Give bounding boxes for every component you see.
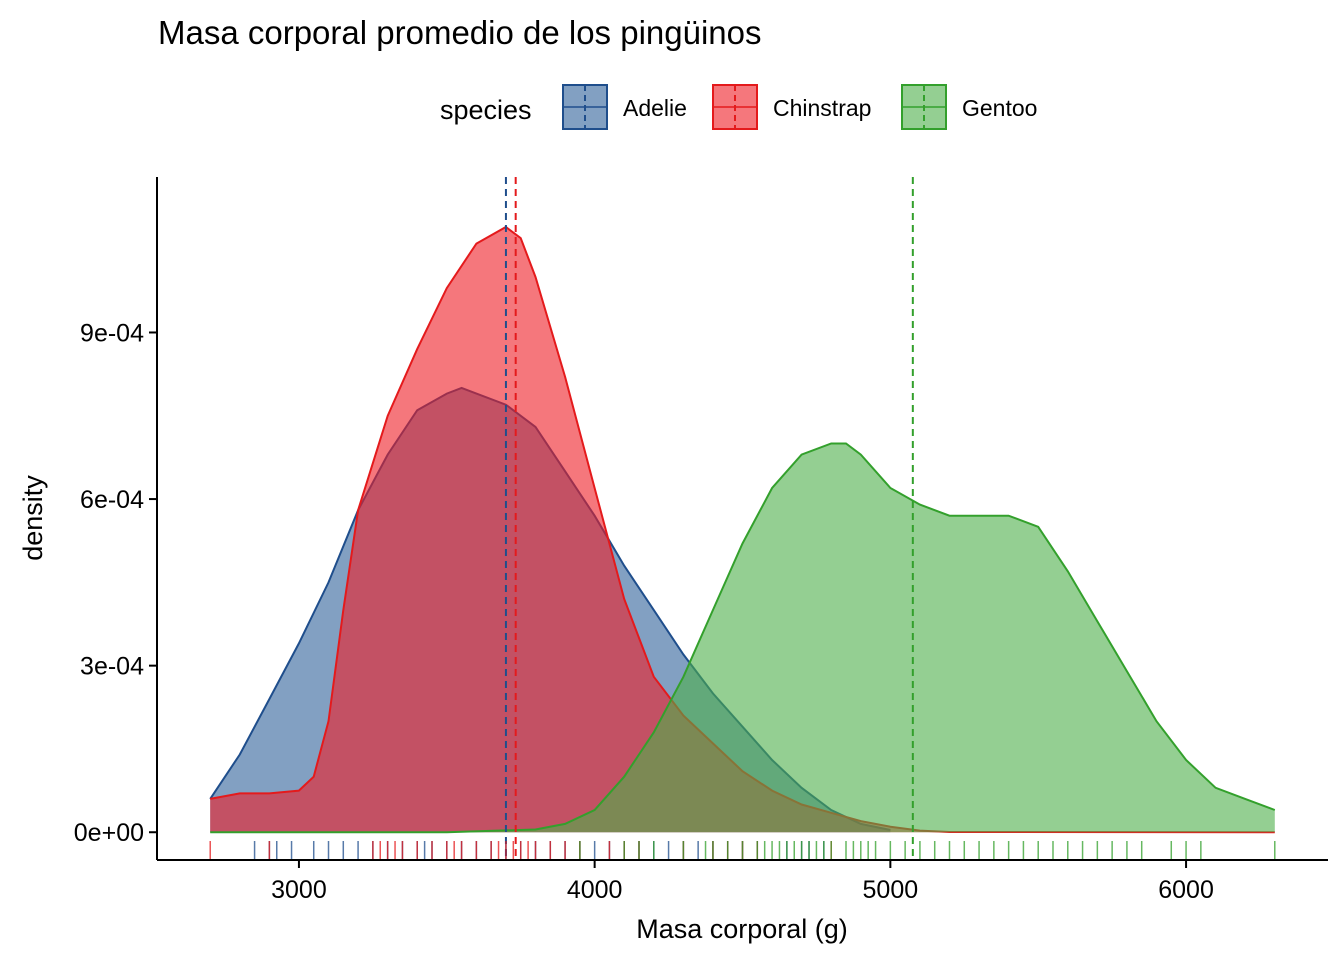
legend-item-adelie: Adelie xyxy=(562,84,687,130)
legend-label-chinstrap: Chinstrap xyxy=(773,95,871,121)
legend-label-gentoo: Gentoo xyxy=(962,95,1037,121)
rug-marks xyxy=(209,841,1276,859)
x-tick-label: 5000 xyxy=(863,876,919,904)
x-tick-label: 3000 xyxy=(271,876,327,904)
x-axis: 3000 4000 5000 6000 Masa corporal (g) xyxy=(157,859,1328,944)
legend-item-chinstrap: Chinstrap xyxy=(712,84,871,130)
x-axis-title: Masa corporal (g) xyxy=(636,914,848,944)
y-tick-label: 0e+00 xyxy=(74,819,144,847)
legend-label-adelie: Adelie xyxy=(623,95,687,121)
density-areas xyxy=(209,225,1276,834)
y-ticks: 0e+00 3e-04 6e-04 9e-04 xyxy=(74,319,157,847)
legend-items: Adelie Chinstrap Gentoo xyxy=(562,84,1037,130)
x-ticks: 3000 4000 5000 6000 xyxy=(271,860,1214,904)
density-area-chinstrap xyxy=(210,227,1275,833)
density-area-gentoo xyxy=(210,443,1275,833)
chart-title: Masa corporal promedio de los pingüinos xyxy=(158,14,762,51)
y-tick-label: 3e-04 xyxy=(80,653,144,681)
y-axis-title: density xyxy=(18,475,48,561)
y-tick-label: 9e-04 xyxy=(80,319,144,347)
plot-area xyxy=(209,177,1276,860)
y-tick-label: 6e-04 xyxy=(80,486,144,514)
x-tick-label: 4000 xyxy=(567,876,623,904)
y-axis: 0e+00 3e-04 6e-04 9e-04 density xyxy=(18,177,158,860)
mean-lines xyxy=(504,177,914,860)
legend-title: species xyxy=(440,95,532,125)
legend-item-gentoo: Gentoo xyxy=(901,84,1037,130)
legend: species Adelie Chinstrap Gentoo xyxy=(440,84,1037,130)
x-tick-label: 6000 xyxy=(1158,876,1214,904)
density-line-gentoo xyxy=(210,442,1276,834)
